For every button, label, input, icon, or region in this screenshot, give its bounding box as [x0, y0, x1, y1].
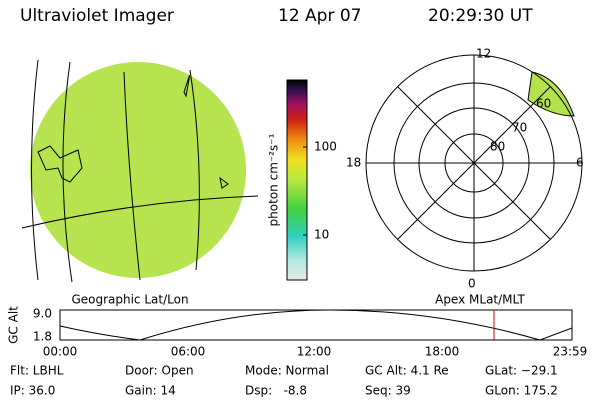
polar-image	[527, 71, 575, 117]
colorbar-label: photon cm⁻²s⁻¹	[267, 133, 281, 226]
altitude-curve	[59, 309, 573, 341]
timeline-axis-label: GC Alt	[7, 306, 21, 344]
status-field: Mode: Normal	[245, 364, 329, 378]
status-field: GLat: −29.1	[485, 364, 558, 378]
polar-plot	[365, 54, 583, 272]
status-field: GC Alt: 4.1 Re	[365, 364, 449, 378]
mlt-label: 18	[346, 156, 361, 170]
polar-label: Apex MLat/MLT	[435, 293, 525, 307]
grid-lines	[21, 59, 259, 283]
timeline-xtick: 18:00	[425, 345, 460, 359]
title: Ultraviolet Imager	[20, 6, 174, 26]
timeline-xtick: 06:00	[171, 345, 206, 359]
timeline-ytick: 9.0	[33, 307, 52, 321]
timeline-ytick: 1.8	[33, 330, 52, 344]
mlat-label: 70	[512, 121, 527, 135]
status-field: Gain: 14	[125, 384, 176, 398]
status-field: Flt: LBHL	[10, 364, 64, 378]
coastline	[37, 73, 229, 189]
colorbar-tick-label: 100	[314, 140, 337, 154]
timeline-xtick: 12:00	[297, 345, 332, 359]
mlt-label: 6	[576, 156, 584, 170]
mlat-label: 60	[536, 97, 551, 111]
globe-image	[21, 59, 259, 283]
timeline-frame	[59, 309, 573, 341]
mlt-label: 0	[468, 277, 476, 291]
status-field: IP: 36.0	[10, 384, 55, 398]
status-field: Dsp: -8.8	[245, 384, 307, 398]
date: 12 Apr 07	[278, 6, 361, 26]
status-field: Seq: 39	[365, 384, 411, 398]
mlat-label: 80	[490, 140, 505, 154]
colorbar-tick-label: 10	[314, 228, 329, 242]
timeline-xtick: 00:00	[43, 345, 78, 359]
globe-label: Geographic Lat/Lon	[71, 293, 188, 307]
status-field: Door: Open	[125, 364, 194, 378]
timeline-xtick: 23:59	[553, 345, 588, 359]
status-field: GLon: 175.2	[485, 384, 558, 398]
colorbar	[286, 79, 308, 281]
mlt-label: 12	[476, 47, 491, 61]
time: 20:29:30 UT	[428, 6, 533, 26]
globe-texture	[30, 62, 246, 278]
polar-spokes	[366, 55, 582, 271]
